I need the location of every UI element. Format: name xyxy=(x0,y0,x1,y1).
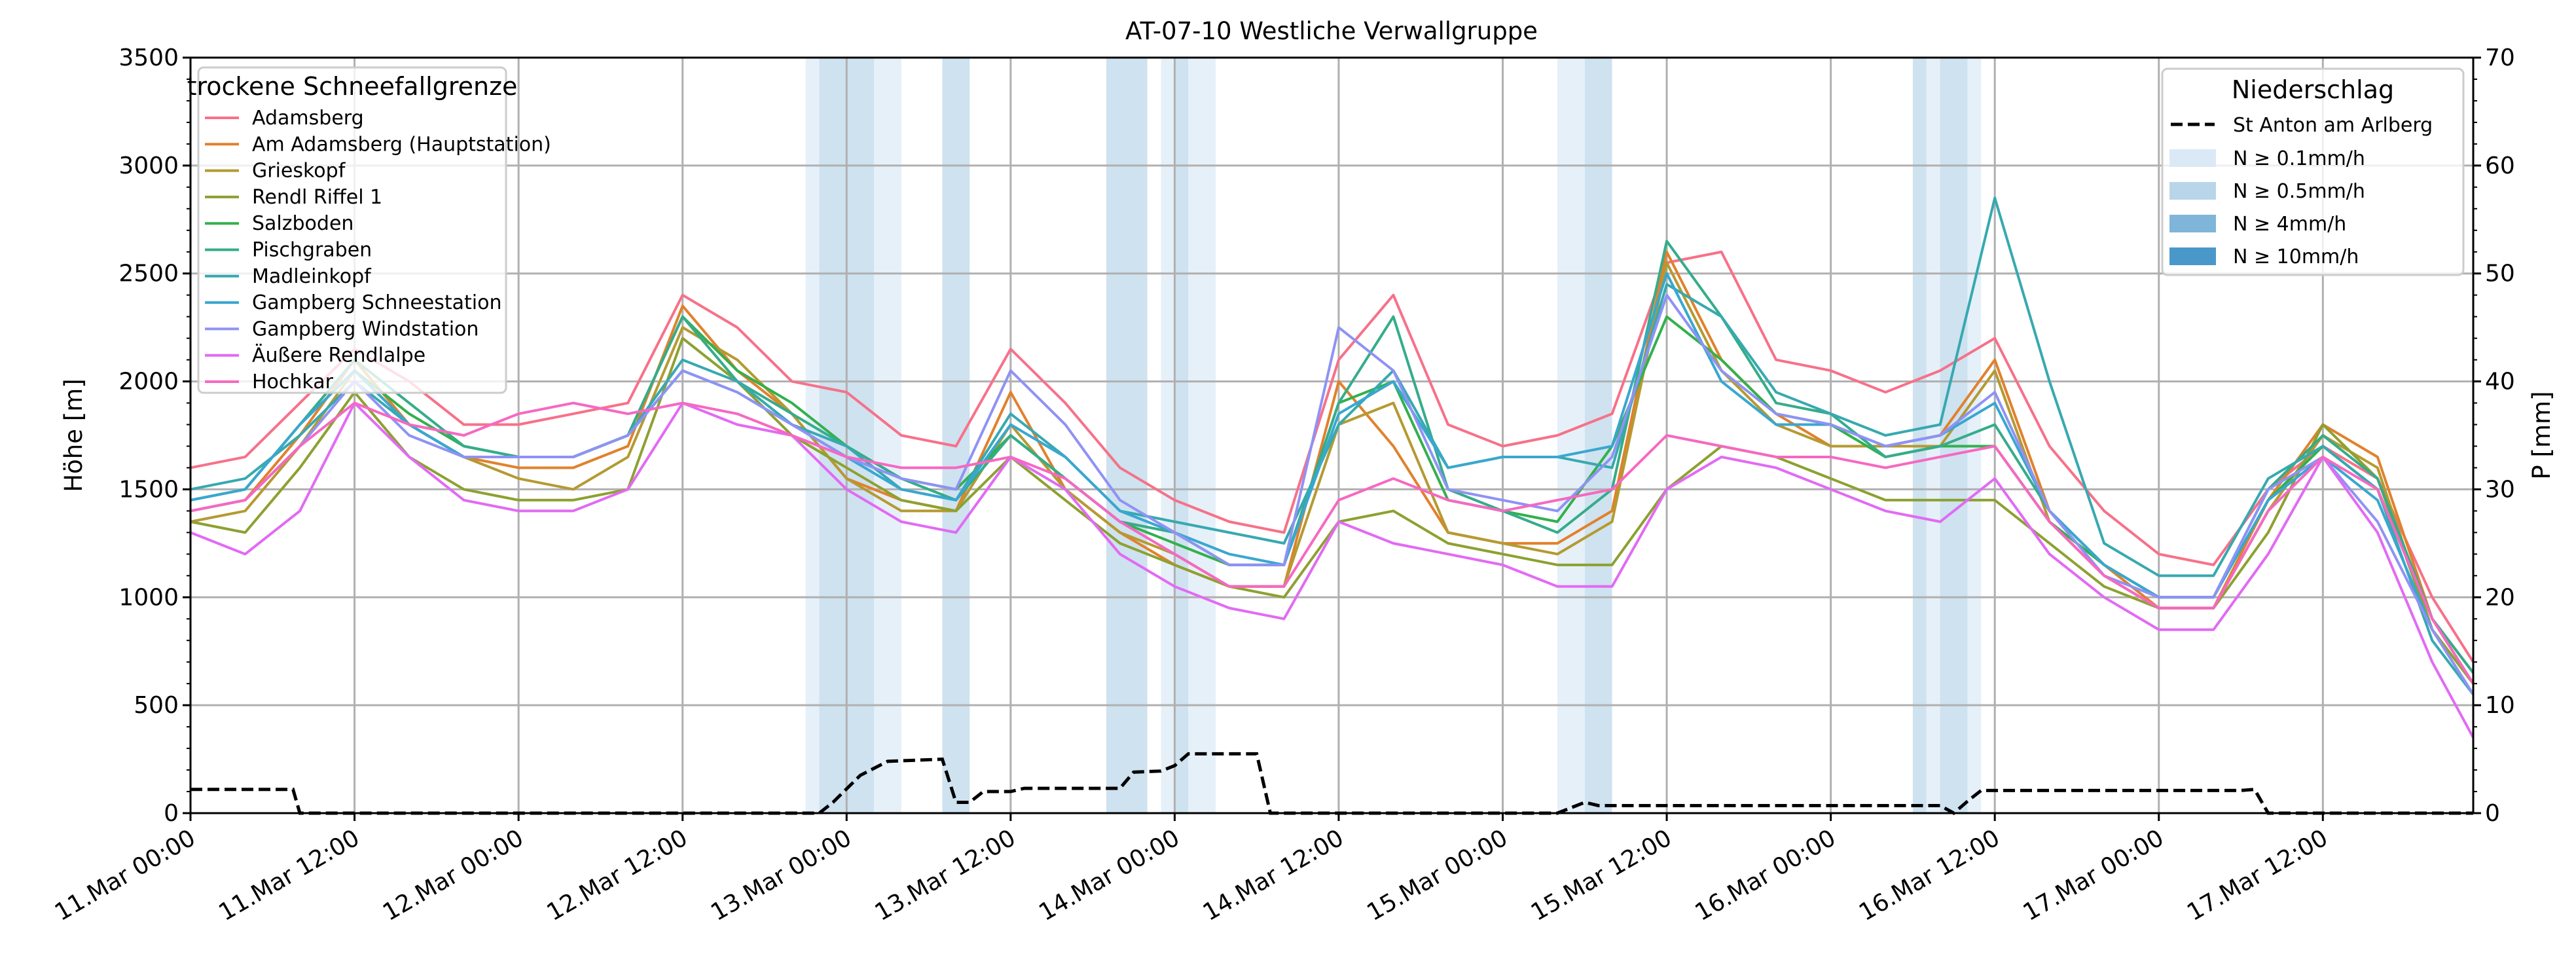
legend-label: N ≥ 0.5mm/h xyxy=(2233,180,2365,203)
legend-box xyxy=(197,66,507,394)
series-line-adamsberg xyxy=(190,250,2475,663)
precip-band xyxy=(1940,58,1968,813)
series-line-gampberg-windstation xyxy=(190,293,2475,695)
legend-label: Am Adamsberg (Hauptstation) xyxy=(252,133,551,156)
legend-swatch xyxy=(2169,215,2216,232)
y2-axis-label: P [mm] xyxy=(2528,391,2556,479)
y-tick-label: 1000 xyxy=(118,584,179,611)
precip-band xyxy=(1174,58,1189,813)
precip-band xyxy=(1584,58,1612,813)
precip-band xyxy=(1106,58,1148,813)
x-tick-label: 13.Mar 00:00 xyxy=(706,824,856,926)
x-tick-label: 17.Mar 12:00 xyxy=(2183,824,2332,926)
legend-label: N ≥ 4mm/h xyxy=(2233,213,2346,236)
precip-band xyxy=(1926,58,1940,813)
y-tick-label: 3500 xyxy=(118,45,179,71)
legend-label: St Anton am Arlberg xyxy=(2233,114,2433,137)
precip-band xyxy=(1161,58,1175,813)
precip-line-st-anton xyxy=(190,752,2473,816)
x-tick-label: 14.Mar 00:00 xyxy=(1034,824,1184,926)
y-axis-label: Höhe [m] xyxy=(60,378,88,492)
x-tick-label: 14.Mar 12:00 xyxy=(1199,824,1349,926)
y-tick-label: 3000 xyxy=(118,153,179,179)
legend-swatch xyxy=(2169,149,2216,167)
legend-label: Madleinkopf xyxy=(252,265,372,288)
y-tick-label: 0 xyxy=(164,800,179,827)
y2-tick-label: 0 xyxy=(2485,800,2500,827)
legend-label: Gampberg Schneestation xyxy=(252,291,502,314)
y2-tick-label: 50 xyxy=(2485,261,2515,287)
legend-label: Rendl Riffel 1 xyxy=(252,186,382,209)
y2-tick-label: 10 xyxy=(2485,692,2515,719)
precip-band xyxy=(874,58,901,813)
series-line-gampberg-schneestation xyxy=(190,272,2475,695)
legend-title: Niederschlag xyxy=(2232,75,2394,104)
legend-label: Grieskopf xyxy=(252,160,346,183)
precip-band xyxy=(1557,58,1585,813)
series-line-hochkar xyxy=(190,401,2475,685)
legend-label: Gampberg Windstation xyxy=(252,318,479,340)
series-line-salzboden xyxy=(190,315,2475,674)
precip-band xyxy=(942,58,970,813)
legend-label: Salzboden xyxy=(252,212,354,235)
legend-swatch xyxy=(2169,247,2216,265)
y2-tick-label: 30 xyxy=(2485,476,2515,503)
legend-label: Hochkar xyxy=(252,371,334,393)
x-tick-label: 12.Mar 12:00 xyxy=(543,824,693,926)
y2-tick-label: 40 xyxy=(2485,369,2515,395)
legend-label: Adamsberg xyxy=(252,107,364,130)
precip-band xyxy=(1188,58,1216,813)
chart-title: AT-07-10 Westliche Verwallgruppe xyxy=(1125,17,1538,45)
x-tick-label: 15.Mar 00:00 xyxy=(1362,824,1512,926)
series-line--u-ere-rendlalpe xyxy=(190,401,2475,739)
series-line-am-adamsberg-hauptstation- xyxy=(190,250,2475,685)
legend-box xyxy=(2161,67,2465,276)
precip-band xyxy=(1912,58,1927,813)
y-tick-label: 500 xyxy=(134,692,179,719)
x-tick-label: 11.Mar 00:00 xyxy=(50,824,200,926)
y-tick-label: 2000 xyxy=(118,369,179,395)
x-tick-label: 12.Mar 00:00 xyxy=(378,824,528,926)
x-tick-label: 11.Mar 12:00 xyxy=(214,824,364,926)
y2-tick-label: 20 xyxy=(2485,584,2515,611)
precip-band xyxy=(1967,58,1982,813)
plot-frame xyxy=(189,56,2475,814)
x-tick-label: 16.Mar 12:00 xyxy=(1855,824,2005,926)
y-tick-label: 1500 xyxy=(118,476,179,503)
legend-label: N ≥ 10mm/h xyxy=(2233,246,2359,268)
series-line-grieskopf xyxy=(190,261,2475,685)
x-tick-label: 16.Mar 00:00 xyxy=(1690,824,1840,926)
legend-label: Pischgraben xyxy=(252,239,372,262)
x-tick-label: 13.Mar 12:00 xyxy=(871,824,1021,926)
legend-label: Äußere Rendlalpe xyxy=(252,344,426,367)
x-tick-label: 17.Mar 00:00 xyxy=(2019,824,2169,926)
legend-swatch xyxy=(2169,182,2216,200)
y2-tick-label: 70 xyxy=(2485,45,2515,71)
legend-title: trockene Schneefallgrenze xyxy=(187,72,518,101)
x-tick-label: 15.Mar 12:00 xyxy=(1527,824,1677,926)
y-tick-label: 2500 xyxy=(118,261,179,287)
y2-tick-label: 60 xyxy=(2485,153,2515,179)
legend-label: N ≥ 0.1mm/h xyxy=(2233,147,2365,170)
